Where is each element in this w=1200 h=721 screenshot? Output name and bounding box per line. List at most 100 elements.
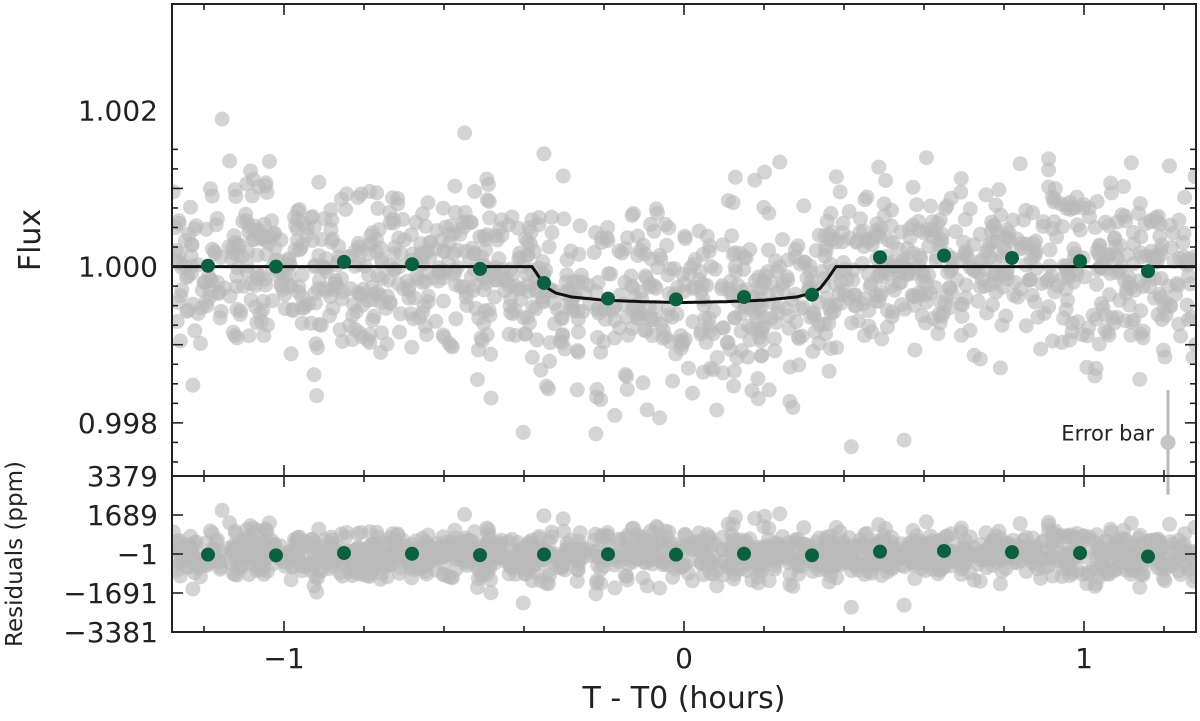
raw-flux-point <box>599 230 615 246</box>
raw-residual-point <box>607 580 623 596</box>
error-bar-annotation: Error bar <box>1061 390 1176 495</box>
raw-flux-point <box>455 215 471 231</box>
raw-flux-point <box>1103 175 1119 191</box>
raw-flux-point <box>635 375 651 391</box>
raw-flux-point <box>972 351 988 367</box>
raw-flux-point <box>956 234 971 250</box>
raw-flux-point <box>727 259 743 274</box>
raw-flux-point <box>680 360 696 376</box>
raw-flux-point <box>757 164 773 180</box>
raw-flux-point <box>733 306 749 322</box>
raw-flux-point <box>723 286 739 302</box>
raw-flux-point <box>172 215 187 231</box>
raw-flux-point <box>338 202 354 217</box>
raw-residual-point <box>243 518 259 534</box>
raw-flux-point <box>574 267 589 283</box>
raw-flux-point <box>406 290 422 306</box>
raw-flux-point <box>729 350 745 366</box>
raw-flux-point <box>479 171 495 187</box>
raw-flux-point <box>541 239 557 255</box>
raw-flux-point <box>841 290 857 306</box>
raw-residual-point <box>589 575 604 591</box>
raw-residual-point <box>599 528 615 543</box>
raw-residual-point <box>668 561 684 577</box>
raw-flux-point <box>871 159 887 175</box>
raw-flux-point <box>448 311 464 327</box>
raw-residual-point <box>1041 523 1057 538</box>
raw-residual-point <box>775 529 790 545</box>
raw-flux-point <box>740 349 756 365</box>
raw-flux-point <box>1123 327 1139 343</box>
raw-flux-point <box>970 293 986 309</box>
raw-flux-point <box>306 367 322 383</box>
raw-flux-point <box>1088 360 1104 376</box>
raw-flux-point <box>187 323 203 339</box>
raw-flux-point <box>707 261 723 277</box>
raw-flux-point <box>370 267 386 283</box>
raw-flux-point <box>767 343 783 359</box>
raw-flux-point <box>544 225 560 240</box>
raw-flux-point <box>570 303 585 319</box>
raw-residual-point <box>508 566 523 582</box>
raw-flux-point <box>1028 245 1044 261</box>
raw-residual-point <box>229 567 245 583</box>
raw-flux-point <box>655 322 671 338</box>
raw-flux-point <box>905 179 921 195</box>
raw-flux-point <box>589 389 604 405</box>
raw-flux-point <box>727 245 743 261</box>
raw-flux-point <box>895 253 911 269</box>
raw-flux-point <box>1054 271 1070 287</box>
raw-flux-point <box>702 318 718 334</box>
binned-flux-point <box>1141 264 1155 279</box>
raw-flux-point <box>864 231 880 247</box>
raw-flux-point <box>720 335 736 350</box>
raw-flux-point <box>535 289 551 305</box>
binned-flux-point <box>337 254 351 269</box>
raw-flux-point <box>296 300 312 316</box>
raw-flux-point <box>488 272 504 288</box>
raw-flux-point <box>570 344 586 360</box>
raw-flux-point <box>1150 307 1166 322</box>
raw-flux-point <box>1045 333 1061 349</box>
raw-residual-point <box>311 521 327 537</box>
raw-flux-point <box>896 432 912 448</box>
raw-flux-point <box>542 353 557 369</box>
raw-residual-point <box>172 524 181 540</box>
raw-flux-point <box>443 218 459 234</box>
raw-flux-point <box>188 218 204 234</box>
raw-flux-point <box>816 279 832 294</box>
binned-flux-point <box>473 261 487 276</box>
raw-flux-point <box>555 328 570 343</box>
raw-flux-point <box>386 215 402 231</box>
raw-residual-point <box>586 532 602 548</box>
raw-flux-point <box>1042 242 1058 258</box>
raw-residual-point <box>447 530 463 546</box>
raw-flux-point <box>1133 245 1148 261</box>
binned-residual-point <box>537 547 551 562</box>
raw-flux-point <box>1123 155 1139 171</box>
raw-residual-point <box>216 552 232 568</box>
raw-residual-point <box>369 524 385 540</box>
raw-residual-point <box>352 554 368 570</box>
raw-flux-point <box>709 350 725 365</box>
top-y-tick-label: 0.998 <box>78 407 158 440</box>
raw-flux-point <box>1041 162 1057 178</box>
raw-flux-point <box>902 230 918 246</box>
raw-flux-point <box>978 187 994 203</box>
raw-flux-point <box>761 382 777 398</box>
binned-residual-point <box>473 548 487 563</box>
top-y-tick-label: 1.002 <box>78 94 158 127</box>
raw-flux-point <box>677 276 692 292</box>
raw-flux-point <box>227 234 243 250</box>
raw-flux-point <box>228 189 244 204</box>
raw-flux-point <box>653 251 669 267</box>
raw-flux-point <box>769 263 785 279</box>
raw-flux-point <box>934 232 950 248</box>
raw-flux-point <box>347 321 363 337</box>
error-bar-label: Error bar <box>1061 421 1154 445</box>
raw-flux-point <box>919 275 934 291</box>
binned-residual-point <box>805 548 819 563</box>
raw-flux-point <box>1089 277 1105 292</box>
raw-flux-point <box>310 340 325 356</box>
